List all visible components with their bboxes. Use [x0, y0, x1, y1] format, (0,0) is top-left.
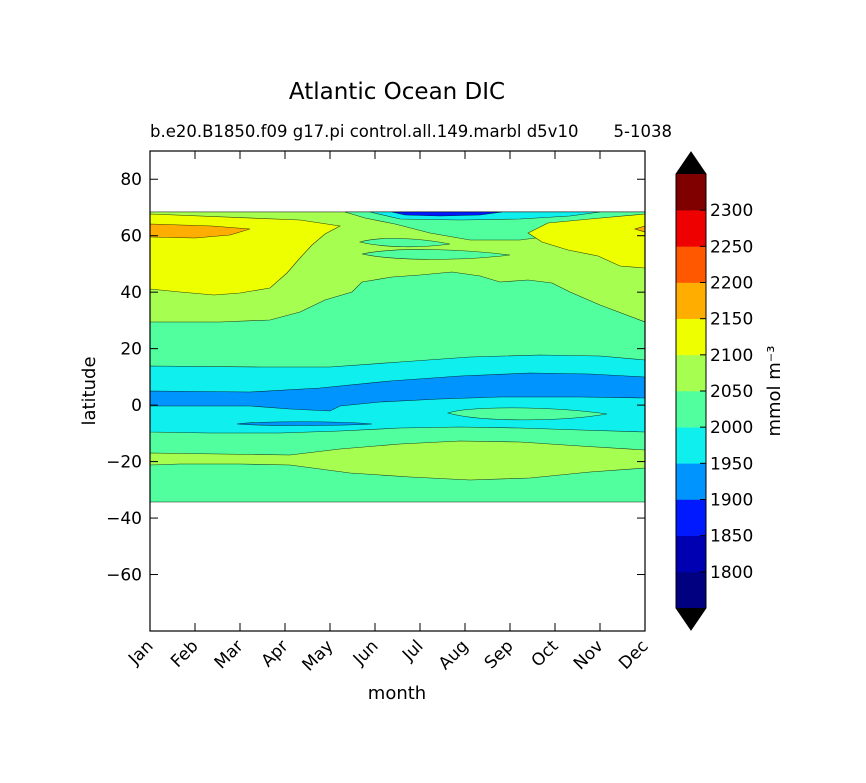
contour-2000-2050-lens — [446, 407, 608, 421]
y-tick-label: −40 — [106, 509, 142, 529]
x-tick-label: Jan — [124, 636, 157, 669]
colorbar: 1800 1850 1900 1950 2000 2050 2100 2150 2200 2250… — [675, 151, 753, 631]
x-tick-label: Sep — [481, 636, 518, 673]
colorbar-tick-label: 2100 — [710, 346, 753, 366]
colorbar-swatch — [676, 282, 706, 319]
y-axis-ticks: 80 60 40 20 0 −20 −40 −60 — [106, 170, 645, 586]
chart-subtitle-right: 5-1038 — [614, 122, 672, 141]
colorbar-swatch — [676, 246, 706, 283]
colorbar-outline — [675, 151, 707, 631]
contour-2050-2100-south — [150, 440, 645, 481]
y-tick-label: 60 — [120, 227, 142, 247]
x-tick-label: Feb — [167, 636, 202, 671]
contour-2000-2050-pocket-low — [361, 249, 511, 260]
colorbar-tick-label: 2250 — [710, 237, 753, 257]
contour-2150-2200-dec — [633, 225, 645, 233]
colorbar-swatch — [676, 571, 706, 609]
chart-subtitle-left: b.e20.B1850.f09 g17.pi control.all.149.m… — [150, 122, 578, 141]
colorbar-swatch — [676, 174, 706, 211]
x-tick-label: Mar — [211, 636, 248, 673]
colorbar-swatch — [676, 210, 706, 247]
colorbar-tick-label: 2150 — [710, 310, 753, 330]
x-tick-label: Jul — [398, 636, 427, 665]
colorbar-swatch — [676, 535, 706, 573]
contour-1900-1950-equatorial — [150, 372, 645, 412]
y-axis-label: latitude — [79, 356, 100, 425]
colorbar-tick-label: 1950 — [710, 454, 753, 474]
x-tick-label: Apr — [258, 636, 293, 671]
x-tick-label: Jun — [349, 636, 383, 670]
colorbar-swatch — [676, 499, 706, 536]
colorbar-tick-label: 2050 — [710, 382, 753, 402]
colorbar-label: mmol m⁻³ — [764, 345, 785, 436]
colorbar-swatch — [676, 354, 706, 392]
x-tick-label: Nov — [570, 636, 608, 674]
colorbar-swatch — [676, 391, 706, 428]
x-tick-label: Dec — [615, 636, 652, 673]
colorbar-tick-label: 2200 — [710, 274, 753, 294]
contour-2150-2200-winter — [150, 223, 251, 239]
y-tick-label: 0 — [131, 396, 142, 416]
y-tick-label: 80 — [120, 170, 142, 190]
contour-1850-1900-arctic — [391, 211, 503, 217]
plot-area: 80 60 40 20 0 −20 −40 −60 Jan Feb Mar Apr May Jun Jul… — [106, 150, 653, 675]
colorbar-extend-over — [676, 152, 706, 174]
colorbar-tick-label: 1800 — [710, 563, 753, 583]
contour-1900-1950-streak — [236, 421, 373, 426]
y-tick-label: −20 — [106, 453, 142, 473]
colorbar-extend-under — [676, 608, 706, 630]
plot-frame — [149, 150, 646, 632]
x-tick-label: May — [299, 636, 338, 675]
colorbar-tick-label: 1850 — [710, 527, 753, 547]
colorbar-tick-label: 2000 — [710, 418, 753, 438]
x-axis-label: month — [368, 683, 426, 704]
y-tick-label: 20 — [120, 340, 142, 360]
contour-2100-2150-winter-late — [527, 213, 645, 269]
x-tick-label: Oct — [528, 636, 563, 671]
y-tick-label: −60 — [106, 566, 142, 586]
colorbar-swatch — [676, 427, 706, 464]
y-tick-label: 40 — [120, 283, 142, 303]
chart-title: Atlantic Ocean DIC — [289, 79, 505, 105]
colorbar-swatch — [676, 318, 706, 356]
colorbar-swatch — [676, 463, 706, 500]
contour-2000-2050-pocket-mid — [358, 238, 451, 248]
colorbar-tick-label: 2300 — [710, 201, 753, 221]
x-tick-label: Aug — [435, 636, 473, 674]
colorbar-tick-label: 1900 — [710, 491, 753, 511]
